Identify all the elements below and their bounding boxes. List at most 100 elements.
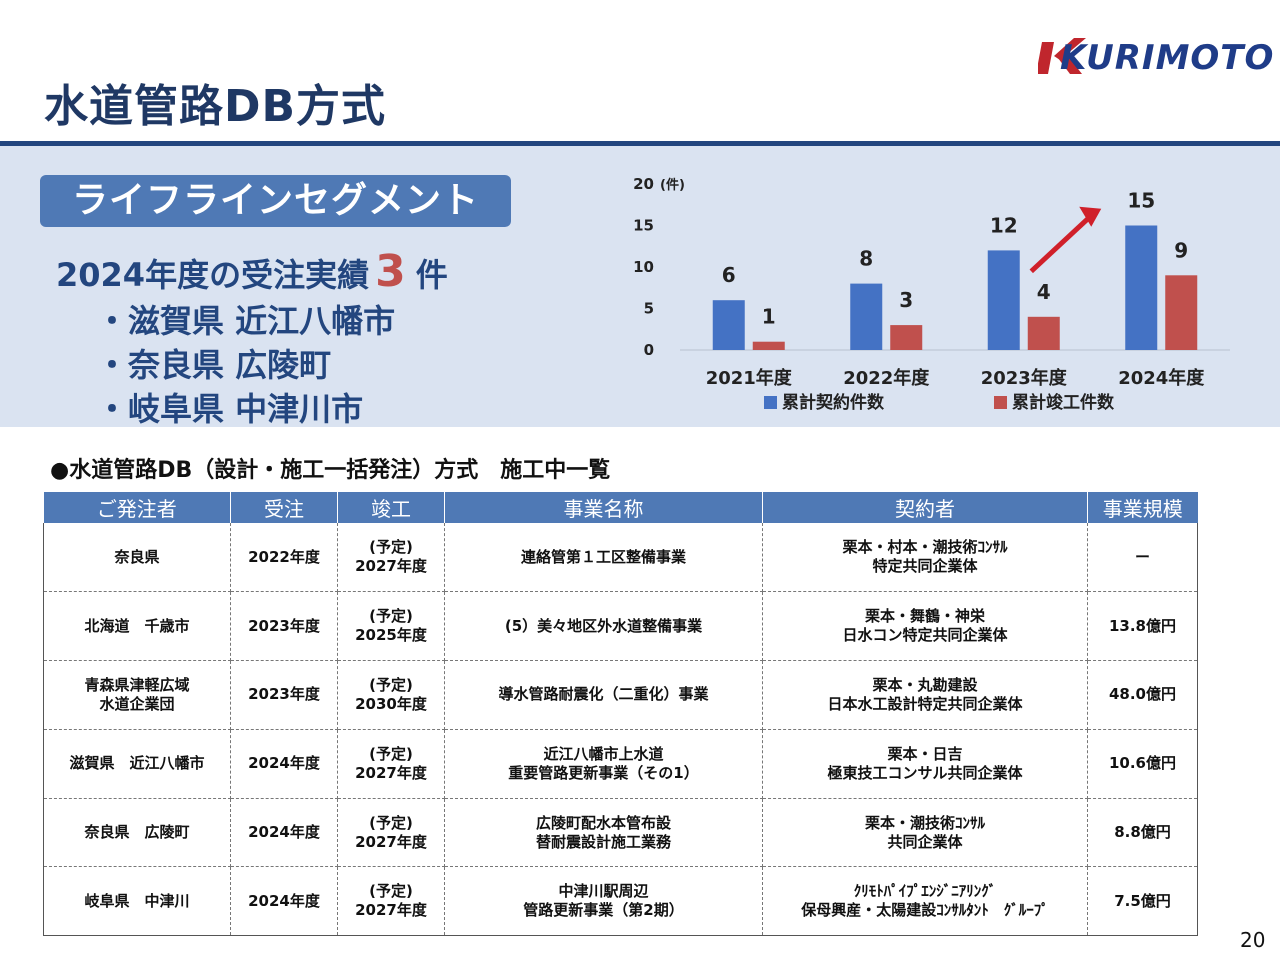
table-row: 岐阜県 中津川 2024年度 (予定) 2027年度 中津川駅周辺 管路更新事業（第2期）… [43,866,1198,937]
cell-text: 48.0億円 [1108,685,1176,704]
project-name-cell: 中津川駅周辺 管路更新事業（第2期） [444,866,763,937]
client-cell: 奈良県 広陵町 [43,798,231,868]
bar-value-label: 15 [1127,189,1155,213]
column-header: 受注 [230,492,338,523]
contractor-cell: ｸﾘﾓﾄﾊﾟｲﾌﾟｴﾝｼﾞﾆｱﾘﾝｸﾞ 保母興産・太陽建設ｺﾝｻﾙﾀﾝﾄ ｸﾞﾙｰ… [762,866,1088,937]
cell-text: 栗本・村本・潮技術ｺﾝｻﾙ [842,538,1008,557]
cell-text: ｸﾘﾓﾄﾊﾟｲﾌﾟｴﾝｼﾞﾆｱﾘﾝｸﾞ [853,882,997,901]
cell-text: 奈良県 広陵町 [84,823,190,842]
cell-text: 重要管路更新事業（その1） [508,763,699,782]
cell-text: (予定) [369,538,413,557]
bar-value-label: 1 [762,305,776,329]
contractor-cell: 栗本・舞鶴・神栄 日水コン特定共同企業体 [762,591,1088,662]
growth-arrow [1029,211,1095,274]
contractor-cell: 栗本・日吉 極東技工コンサル共同企業体 [762,729,1088,799]
y-tick-label: 5 [644,300,654,318]
cell-text: 13.8億円 [1108,616,1176,635]
bar-value-label: 8 [859,247,873,271]
cell-text: 中津川駅周辺 [558,882,649,901]
x-tick-label: 2023年度 [981,367,1068,389]
orders-summary-suffix: 件 [415,256,448,294]
x-tick-label: 2024年度 [1118,367,1205,389]
order-location: ・滋賀県 近江八幡市 [96,302,396,340]
table-row: 滋賀県 近江八幡市 2024年度 (予定) 2027年度 近江八幡市上水道 重要管路更新事… [43,729,1198,799]
projects-table-heading: ●水道管路DB（設計・施工一括発注）方式 施工中一覧 [50,458,611,483]
cell-text: 滋賀県 近江八幡市 [69,754,205,773]
cell-text: 管路更新事業（第2期） [523,901,684,920]
bar-value-label: 4 [1037,280,1051,304]
completion-cell: (予定) 2027年度 [337,523,445,593]
order-location: ・岐阜県 中津川市 [96,390,364,428]
order-year-cell: 2024年度 [230,798,338,868]
order-year-cell: 2023年度 [230,660,338,730]
table-row: 奈良県 広陵町 2024年度 (予定) 2027年度 広陵町配水本管布設 替耐震設計施工業… [43,798,1198,868]
orders-summary: 2024年度の受注実績 3 件 [56,246,448,297]
table-row: 北海道 千歳市 2023年度 (予定) 2025年度 (5）美々地区外水道整備事業 栗本・… [43,591,1198,662]
completion-cell: (予定) 2027年度 [337,729,445,799]
column-header: 竣工 [337,492,445,523]
completion-cell: (予定) 2025年度 [337,591,445,662]
client-cell: 滋賀県 近江八幡市 [43,729,231,799]
page-number: 20 [1240,928,1266,952]
cell-text: (予定) [369,607,413,626]
y-tick-label: 15 [633,217,654,235]
cell-text: 2023年度 [248,616,320,635]
projects-table: ご発注者 受注 竣工 事業名称 契約者 事業規模 奈良県 2022年度 (予定) 20… [43,492,1198,937]
column-header: 事業名称 [444,492,763,523]
cell-text: 広陵町配水本管布設 [535,813,671,832]
cell-text: 栗本・日吉 [887,744,963,763]
cell-text: 栗本・舞鶴・神栄 [864,607,985,626]
cell-text: 日水コン特定共同企業体 [842,626,1008,645]
cell-text: 岐阜県 中津川 [84,891,190,910]
cell-text: 2024年度 [248,891,320,910]
cell-text: 導水管路耐震化（二重化）事業 [498,685,709,704]
cell-text: 2024年度 [248,823,320,842]
cell-text: 2027年度 [355,832,427,851]
kurimoto-logo-text: KURIMOTO [1060,38,1275,78]
cell-text: 2025年度 [355,626,427,645]
cell-text: 特定共同企業体 [872,557,978,576]
scale-cell: ー [1087,523,1198,593]
completion-cell: (予定) 2027年度 [337,866,445,937]
cell-text: 栗本・丸勘建設 [872,675,978,694]
scale-cell: 10.6億円 [1087,729,1198,799]
order-location: ・奈良県 広陵町 [96,346,332,384]
bar-value-label: 6 [722,263,736,287]
legend-swatch [994,396,1007,409]
y-tick-label: 10 [633,258,654,276]
contractor-cell: 栗本・村本・潮技術ｺﾝｻﾙ 特定共同企業体 [762,523,1088,593]
table-header-row: ご発注者 受注 竣工 事業名称 契約者 事業規模 [43,492,1198,523]
project-name-cell: 近江八幡市上水道 重要管路更新事業（その1） [444,729,763,799]
client-cell: 北海道 千歳市 [43,591,231,662]
cell-text: 青森県津軽広域 [84,675,190,694]
project-name-cell: 導水管路耐震化（二重化）事業 [444,660,763,730]
scale-cell: 13.8億円 [1087,591,1198,662]
cell-text: 8.8億円 [1114,823,1171,842]
cell-text: 極東技工コンサル共同企業体 [827,763,1023,782]
cell-text: 2030年度 [355,694,427,713]
completion-cell: (予定) 2030年度 [337,660,445,730]
cell-text: 2027年度 [355,763,427,782]
cell-text: 2024年度 [248,754,320,773]
y-tick-label: 0 [644,341,654,359]
client-cell: 青森県津軽広域 水道企業団 [43,660,231,730]
cell-text: 替耐震設計施工業務 [535,832,671,851]
cell-text: 7.5億円 [1114,891,1171,910]
segment-label: ライフラインセグメント [40,175,511,227]
completion-cell: (予定) 2027年度 [337,798,445,868]
y-tick-label: 20 [633,175,654,193]
legend-swatch [764,396,777,409]
header-divider [0,141,1280,146]
bar-contracts [1125,225,1158,350]
contractor-cell: 栗本・丸勘建設 日本水工設計特定共同企業体 [762,660,1088,730]
bar-completions [1027,316,1060,350]
cell-text: 保母興産・太陽建設ｺﾝｻﾙﾀﾝﾄ ｸﾞﾙｰﾌﾟ [801,901,1049,920]
legend-label: 累計竣工件数 [1012,392,1115,413]
bar-value-label: 3 [899,288,913,312]
contractor-cell: 栗本・潮技術ｺﾝｻﾙ 共同企業体 [762,798,1088,868]
client-cell: 奈良県 [43,523,231,593]
scale-cell: 8.8億円 [1087,798,1198,868]
cell-text: 近江八幡市上水道 [543,744,664,763]
cell-text: (予定) [369,882,413,901]
legend-label: 累計契約件数 [782,392,885,413]
